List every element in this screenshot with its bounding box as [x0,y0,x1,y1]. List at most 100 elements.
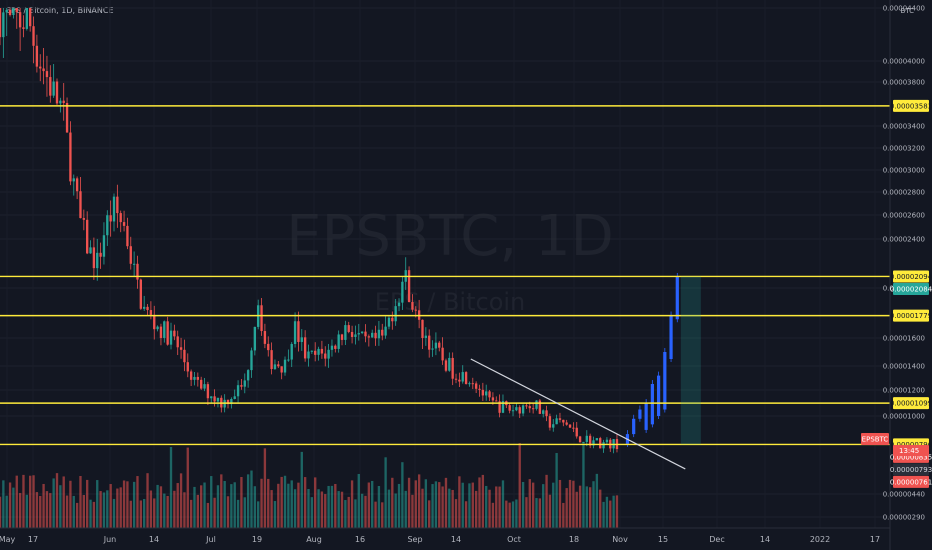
candle [360,331,364,334]
projection-candle [669,315,673,359]
volume-bar [226,496,230,528]
volume-bar [153,498,156,528]
price-badge [893,463,929,476]
candle [558,418,562,420]
price-badge [893,282,929,295]
price-tick-label: 0.00003400 [883,123,925,131]
volume-bar [421,488,424,528]
candle [263,331,267,344]
volume-bar [605,496,609,528]
volume-bar [55,473,59,528]
level-label: 0.00003583 [890,102,932,110]
volume-bar [374,501,377,528]
volume-bar [169,446,173,528]
candle [303,337,307,359]
volume-bar [35,492,39,528]
price-tick-label: 0.00000290 [883,514,925,522]
candle [270,350,273,370]
candle [401,281,404,303]
volume-bar [277,483,280,528]
candle [0,8,2,38]
volume-bar [521,481,525,528]
volume-bar [5,495,8,528]
candle [79,191,82,219]
volume-bar [52,478,55,528]
candle [344,325,347,340]
candle [15,8,18,13]
candle [451,357,454,379]
volume-bar [183,492,186,528]
candle [2,12,5,38]
volume-bar [12,487,15,528]
volume-bar [213,497,216,528]
candle [116,196,119,214]
candle [149,310,153,315]
volume-bar [612,495,615,528]
candle [8,9,12,15]
candle [552,424,555,428]
candle [163,321,166,338]
volume-bar [233,482,236,528]
candle [55,81,59,104]
volume-bar [324,494,327,528]
volume-bar [132,481,136,528]
projection-candle [657,375,661,416]
candle [39,66,42,69]
volume-bar [223,480,226,528]
volume-bar [555,453,558,528]
volume-bar [92,501,96,528]
candle [585,435,588,442]
target-zone[interactable] [680,276,701,445]
volume-bar [327,485,330,528]
time-tick-label: 17 [28,535,38,544]
candle [72,178,75,182]
volume-bar [518,443,521,528]
time-tick-label: Aug [306,535,322,544]
volume-bar [411,494,414,528]
candles [0,8,619,454]
volume-bar [371,480,374,528]
candle [173,330,176,337]
candle [193,376,196,380]
candle [119,213,122,223]
candle [565,422,568,425]
price-tick-label: 0.00001000 [883,413,925,421]
candle [213,396,216,402]
volume-bar [270,490,273,528]
candle [414,309,417,311]
volume-bar [307,488,310,528]
candle [468,383,471,385]
candle [132,263,136,265]
countdown-label: 13:45 [899,447,919,455]
volume-bar [166,495,169,528]
volume-bar [531,482,535,528]
volume-bar [511,501,515,528]
volume-bar [572,480,575,528]
time-tick-label: 14 [149,535,159,544]
candle [314,350,317,355]
volume-bar [136,476,139,528]
volume-bar [615,495,619,528]
candle [387,317,391,327]
price-tick-label: 0.00001600 [883,335,925,343]
volume-bar [159,486,163,528]
candle [478,388,481,390]
trendline[interactable] [470,358,686,470]
volume-bar [143,498,146,528]
time-tick-label: Jul [205,535,216,544]
candle [99,252,102,257]
volume-bar [220,474,223,528]
candle [434,342,438,349]
volume-bar [417,474,421,528]
candle [330,345,334,350]
volume-bar [428,500,431,528]
candle [531,408,535,410]
horizontal-levels [0,105,890,446]
volume-bar [384,457,387,528]
volume-bar [42,483,45,528]
volume-bar [216,485,220,528]
candle [407,270,411,303]
price-tick-label: 0.00002400 [883,236,925,244]
volume-bar [414,480,417,528]
